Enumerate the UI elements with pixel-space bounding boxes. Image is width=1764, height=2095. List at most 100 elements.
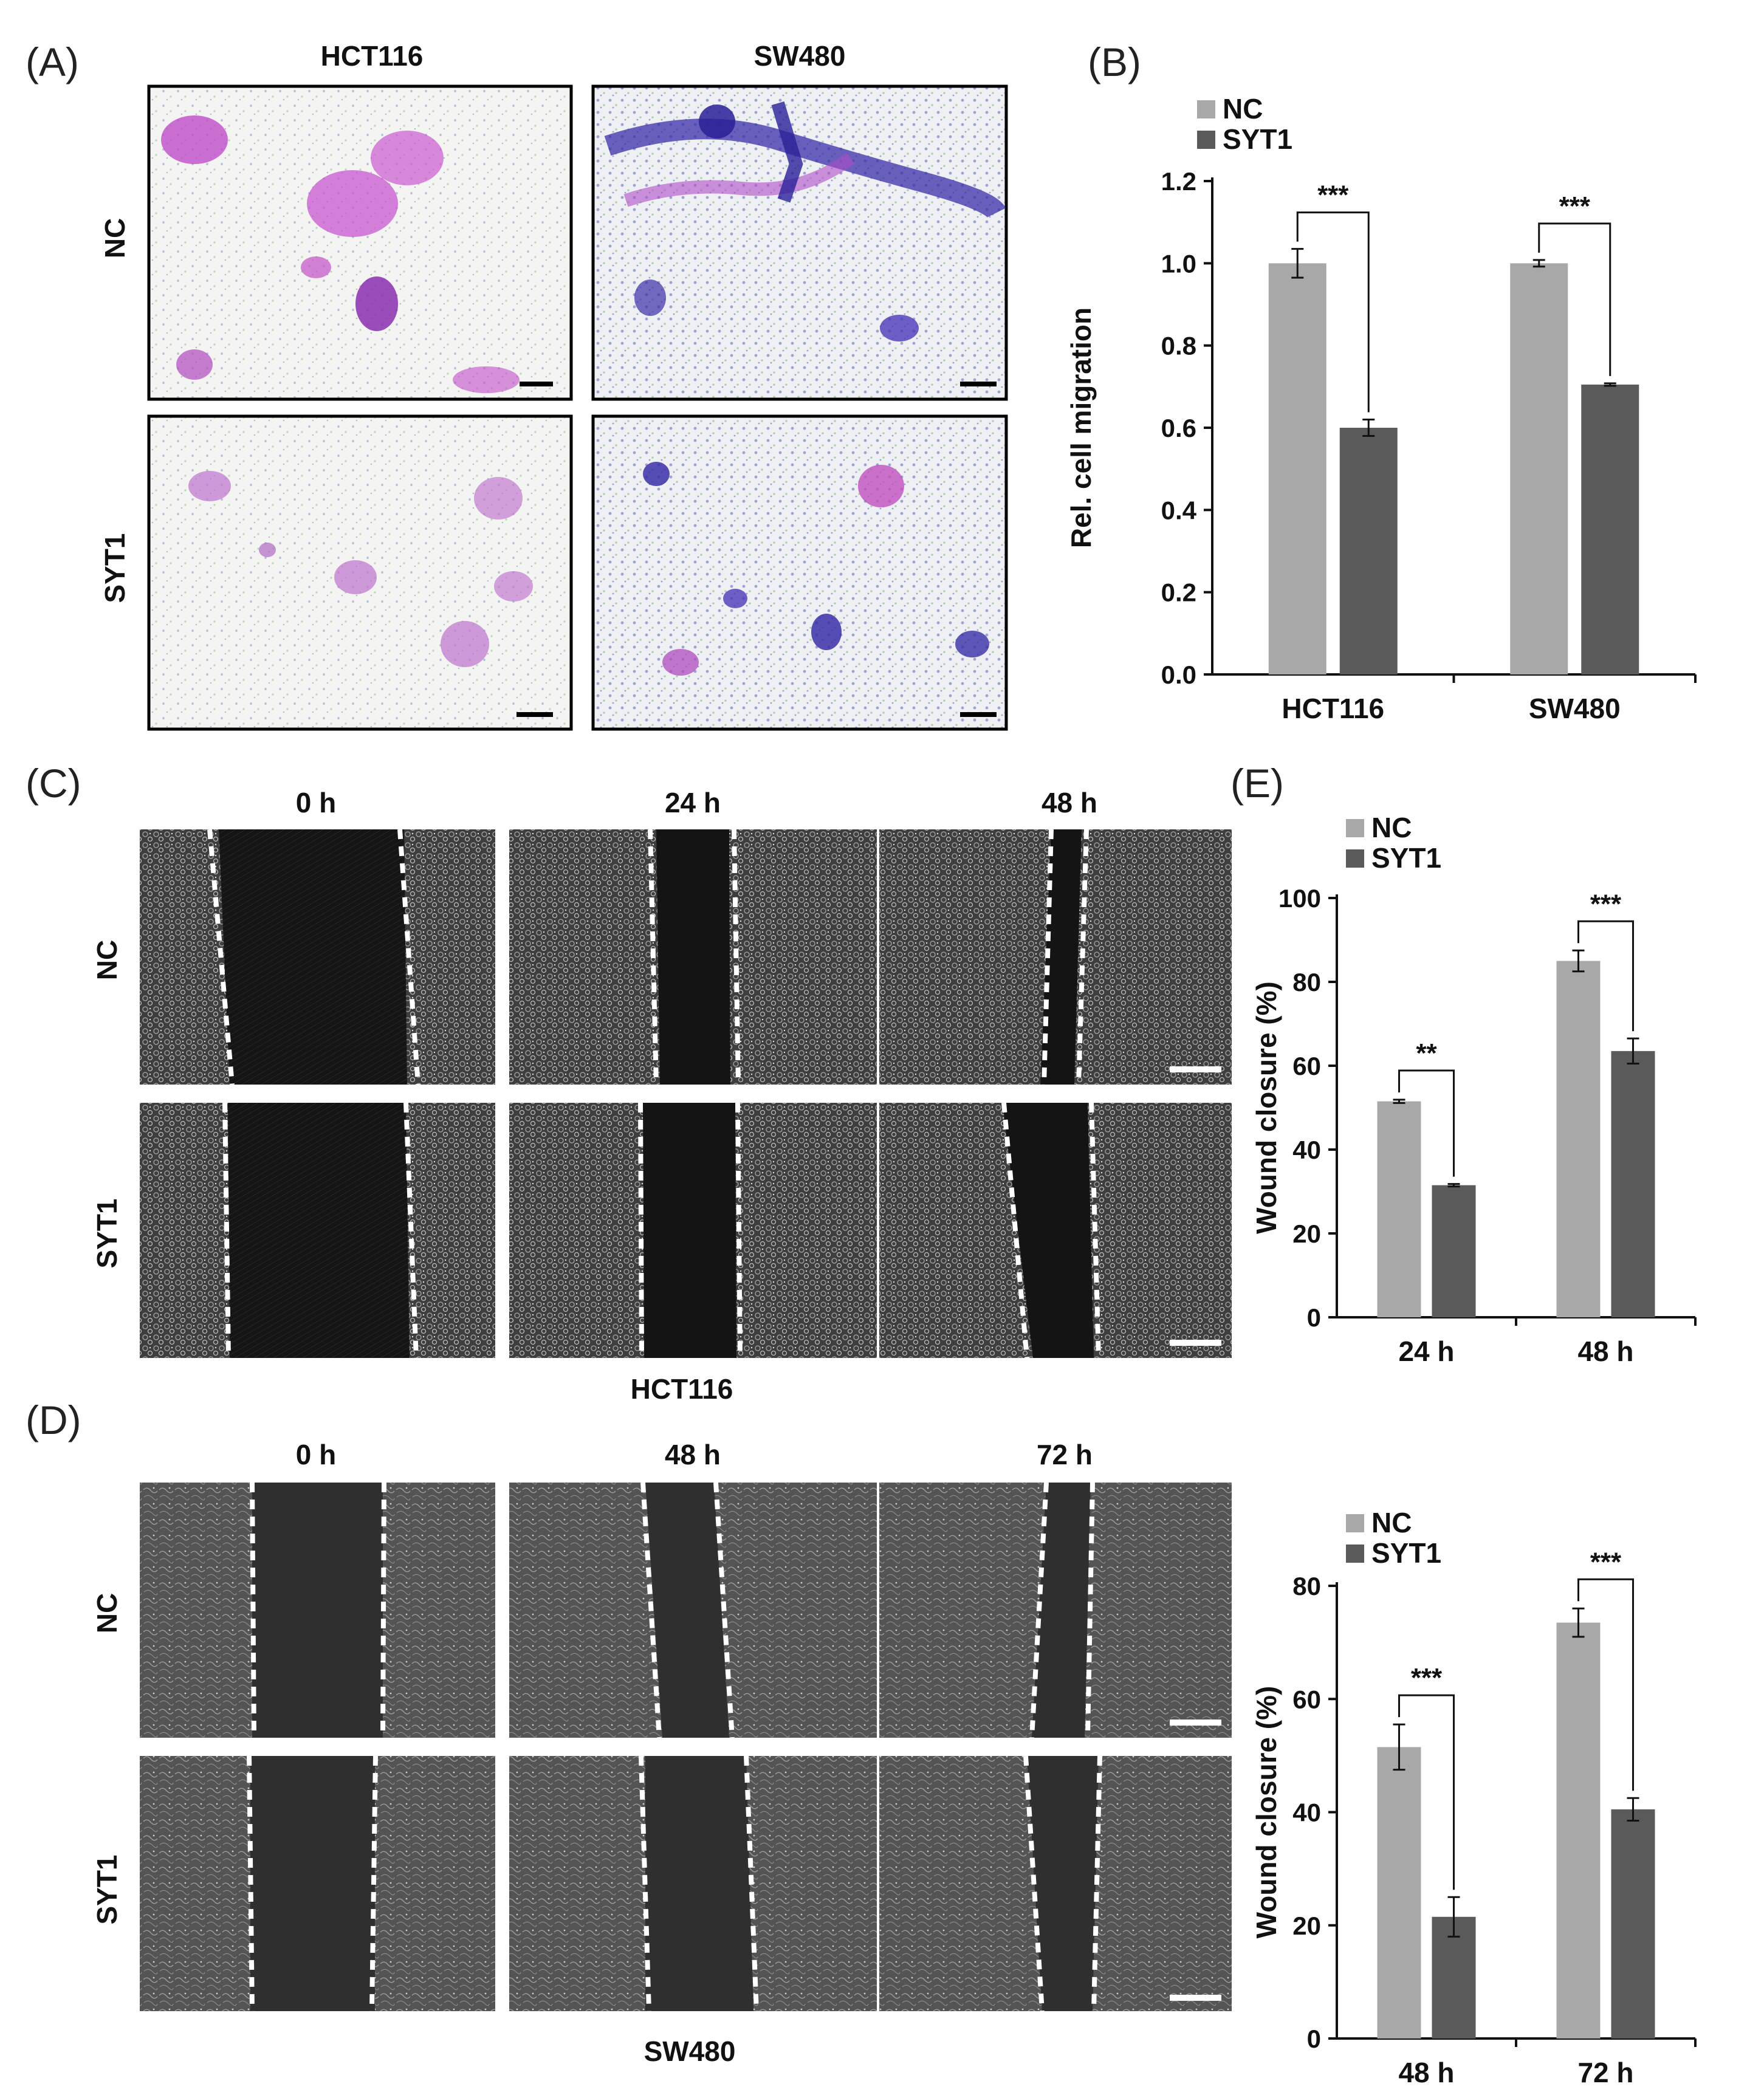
panel-a-row-label: NC [99, 218, 131, 258]
y-tick-label: 0.6 [1161, 414, 1196, 442]
y-tick-label: 1.0 [1161, 249, 1196, 278]
panel-c-label: (C) [26, 761, 81, 806]
y-tick-label: 1.2 [1161, 167, 1196, 196]
y-tick-label: 0.2 [1161, 578, 1196, 607]
significance-label: *** [1590, 889, 1622, 919]
wound-healing-micrograph [879, 1102, 1232, 1359]
bar [1611, 1809, 1655, 2038]
significance-bracket [1296, 211, 1370, 413]
bar [1510, 263, 1568, 674]
y-tick-label: 100 [1278, 884, 1321, 913]
panel-d-caption: SW480 [644, 2035, 736, 2067]
significance-label: *** [1411, 1663, 1443, 1693]
y-tick-label: 80 [1292, 1572, 1321, 1600]
legend-swatch [1346, 819, 1364, 837]
y-axis-label: Wound closure (%) [1251, 981, 1282, 1234]
panel-d-column-header: 72 h [1037, 1439, 1093, 1470]
panel-d-column-header: 0 h [296, 1439, 336, 1470]
panel-a-row-label: SYT1 [99, 533, 131, 603]
bar [1377, 1101, 1421, 1317]
panel-c-column-header: 0 h [296, 787, 336, 818]
significance-bracket [1577, 1578, 1634, 1791]
x-tick-label: HCT116 [1282, 693, 1384, 724]
wound-healing-micrograph [140, 1482, 495, 1738]
bar [1556, 961, 1601, 1317]
y-axis-label: Rel. cell migration [1065, 307, 1097, 548]
y-tick-label: 0 [1307, 2025, 1321, 2053]
y-tick-label: 0.4 [1161, 496, 1197, 524]
x-tick-label: SW480 [1529, 693, 1621, 724]
significance-bracket [1538, 222, 1611, 376]
significance-label: *** [1559, 191, 1591, 221]
significance-label: ** [1416, 1038, 1437, 1068]
transwell-micrograph [147, 84, 573, 401]
significance-bracket [1577, 920, 1634, 1032]
y-tick-label: 60 [1292, 1685, 1321, 1713]
migration-bar-chart: 0.0 0.2 0.4 0.6 0.8 1.0 1.2 Rel. cell migration… [1065, 93, 1697, 724]
legend-label: SYT1 [1371, 1537, 1441, 1569]
wound-healing-micrograph [140, 829, 495, 1085]
legend-swatch [1346, 849, 1364, 868]
transwell-micrograph [147, 414, 573, 731]
y-tick-label: 0.8 [1161, 332, 1196, 360]
panel-c-row-label: SYT1 [91, 1198, 123, 1268]
wound-healing-micrograph [879, 1482, 1232, 1738]
y-tick-label: 60 [1292, 1052, 1321, 1080]
x-tick-label: 48 h [1398, 2057, 1454, 2088]
panel-d-row-label: SYT1 [91, 1854, 123, 1924]
significance-bracket [1398, 1069, 1455, 1177]
x-tick-label: 72 h [1577, 2057, 1633, 2088]
panel-d-label: (D) [26, 1397, 81, 1442]
panel-d-row-label: NC [91, 1593, 123, 1633]
panel-b-label: (B) [1088, 39, 1141, 84]
transwell-micrograph [591, 84, 1008, 401]
significance-label: *** [1590, 1547, 1622, 1577]
wound-healing-micrograph [879, 1755, 1232, 2012]
wound-healing-micrograph [509, 1102, 877, 1359]
panel-c-column-header: 24 h [665, 787, 721, 818]
panel-d-column-header: 48 h [665, 1439, 721, 1470]
panel-c-row-label: NC [91, 940, 123, 980]
y-tick-label: 80 [1292, 968, 1321, 996]
wound-healing-micrograph [140, 1755, 495, 2012]
panel-a-column-header: HCT116 [321, 40, 424, 72]
legend-label: NC [1371, 812, 1412, 843]
wound-closure-chart-hct116: 0 20 40 60 80 100 Wound closure (%) 24 h ** 48 h *… [1251, 812, 1697, 1367]
bar [1432, 1185, 1476, 1317]
panel-e-label: (E) [1230, 761, 1284, 806]
significance-label: *** [1317, 180, 1349, 210]
bar [1377, 1747, 1421, 2038]
legend-swatch [1346, 1514, 1364, 1532]
wound-healing-micrograph [509, 1482, 877, 1738]
legend-label: SYT1 [1371, 842, 1441, 874]
y-axis-label: Wound closure (%) [1251, 1686, 1282, 1939]
wound-healing-micrograph [509, 829, 877, 1085]
y-tick-label: 20 [1292, 1219, 1321, 1248]
legend-swatch [1197, 131, 1215, 149]
y-tick-label: 40 [1292, 1798, 1321, 1827]
legend-swatch [1346, 1545, 1364, 1563]
bar [1581, 384, 1639, 674]
bar [1611, 1051, 1655, 1317]
wound-healing-micrograph [140, 1102, 495, 1359]
x-tick-label: 48 h [1577, 1336, 1633, 1367]
panel-c-column-header: 48 h [1042, 787, 1097, 818]
transwell-micrograph [591, 414, 1008, 731]
y-tick-label: 0.0 [1161, 660, 1196, 689]
legend-label: SYT1 [1223, 123, 1292, 155]
bar [1556, 1622, 1601, 2038]
legend-swatch [1197, 100, 1215, 118]
significance-bracket [1398, 1694, 1455, 1890]
panel-a-column-header: SW480 [754, 40, 846, 72]
panel-c-caption: HCT116 [631, 1373, 733, 1405]
legend-label: NC [1223, 93, 1263, 125]
x-tick-label: 24 h [1398, 1336, 1454, 1367]
panel-a-label: (A) [26, 39, 79, 84]
wound-healing-micrograph [879, 829, 1232, 1085]
wound-closure-chart-sw480: 0 20 40 60 80 Wound closure (%) 48 h *** 72 h ***… [1251, 1507, 1697, 2088]
legend-label: NC [1371, 1507, 1412, 1538]
bar [1268, 263, 1326, 674]
bar [1339, 428, 1398, 674]
y-tick-label: 40 [1292, 1136, 1321, 1164]
